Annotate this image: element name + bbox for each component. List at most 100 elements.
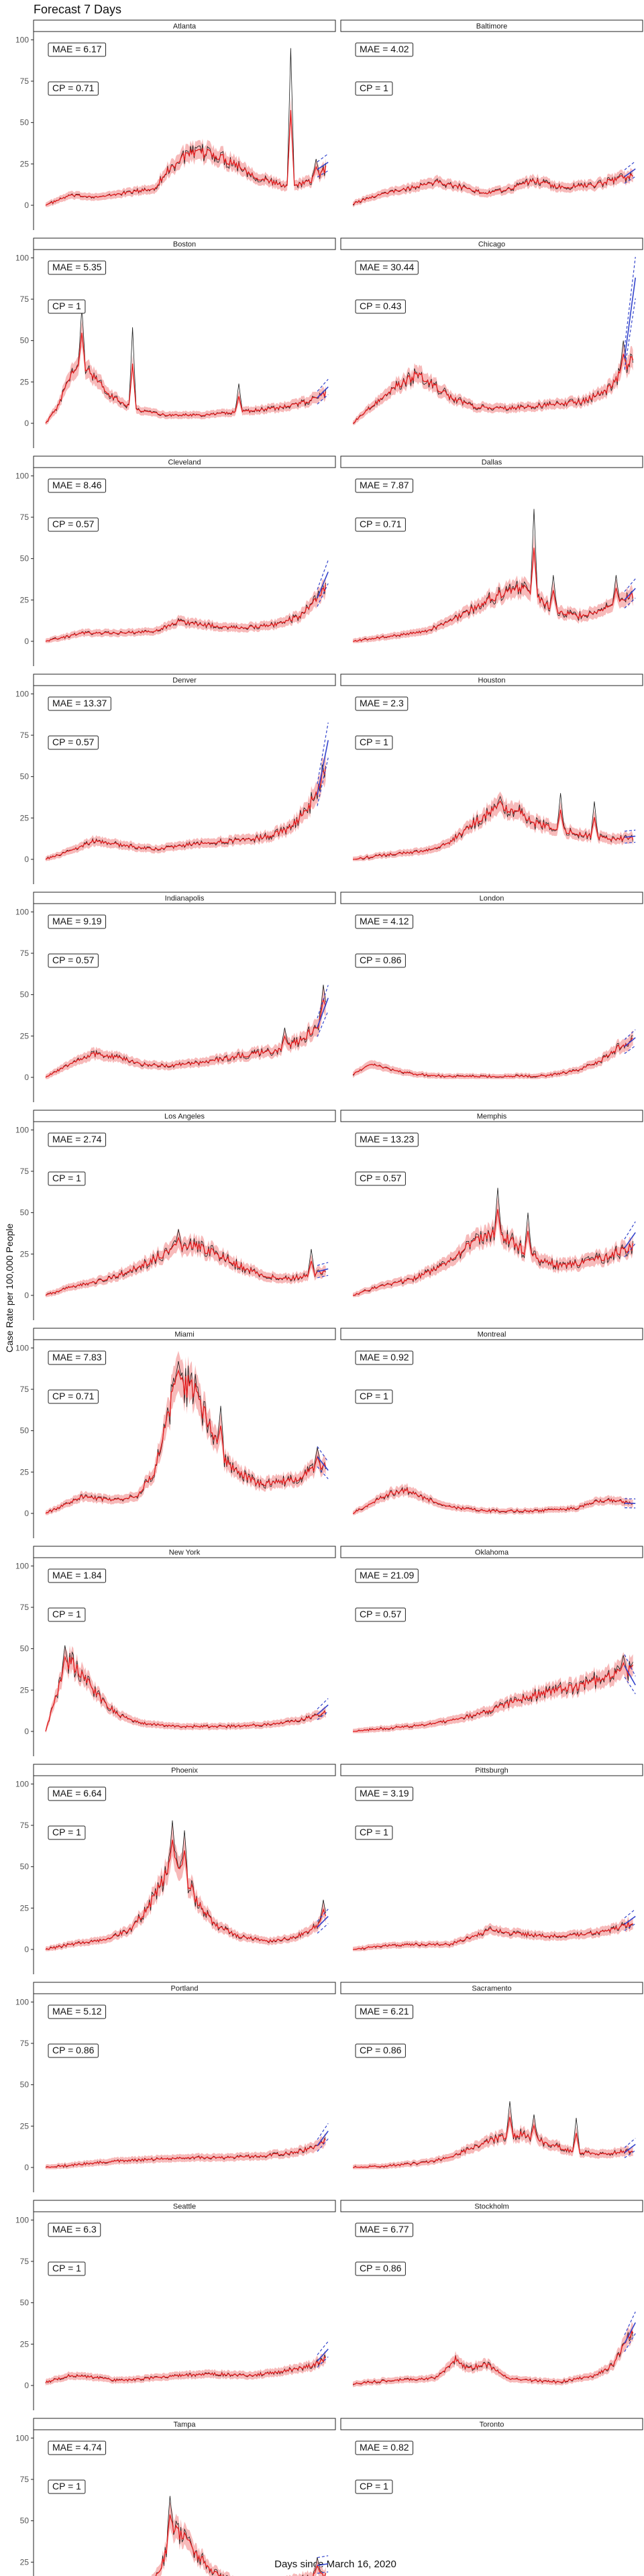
y-tick-label: 50 (20, 1644, 30, 1654)
fitted-series (45, 333, 327, 424)
y-tick-label: 75 (20, 294, 30, 304)
mae-label: MAE = 2.74 (52, 1134, 102, 1144)
panel-denver: Denver 0 25 50 75 100 MAE = 13.37 CP = 0.57 (15, 674, 336, 884)
facet-strip-label: Phoenix (171, 1767, 198, 1775)
cp-label: CP = 0.57 (360, 1173, 402, 1183)
y-tick-label: 50 (20, 118, 30, 127)
fitted-series (353, 2116, 633, 2168)
mae-label: MAE = 6.17 (52, 44, 102, 54)
cp-label: CP = 1 (360, 737, 388, 747)
y-tick-label: 0 (24, 855, 29, 864)
panel-pittsburgh: Pittsburgh MAE = 3.19 CP = 1 (340, 1764, 643, 1951)
cp-label-box (355, 1825, 393, 1840)
forecast-series (624, 2143, 636, 2153)
cp-label-box (355, 517, 406, 532)
forecast-upper (317, 153, 329, 162)
facet-strip (340, 1328, 643, 1340)
facet-strip-label: Tampa (173, 2421, 196, 2429)
mae-label: MAE = 7.87 (360, 480, 409, 490)
facet-strip (33, 455, 336, 468)
y-tick-label: 50 (20, 554, 30, 564)
confidence-band (353, 1483, 633, 1515)
cp-label-box (355, 1171, 406, 1186)
panel-sacramento: Sacramento MAE = 6.21 CP = 0.86 (340, 1982, 643, 2169)
forecast-lower (317, 1711, 329, 1721)
confidence-band (353, 1030, 633, 1079)
y-tick-label: 75 (20, 731, 30, 740)
cp-label: CP = 0.86 (360, 2045, 402, 2055)
forecast-series (624, 1916, 636, 1925)
confidence-band (353, 533, 633, 643)
cp-label: CP = 1 (52, 301, 81, 311)
forecast-series (624, 1232, 636, 1248)
y-tick-label: 50 (20, 336, 30, 345)
confidence-band (46, 1228, 326, 1297)
mae-label-box (48, 2222, 101, 2237)
forecast-series (317, 1456, 329, 1471)
facet-strip-label: Pittsburgh (475, 1767, 508, 1775)
facet-strip (33, 1982, 336, 1994)
mae-label-box (355, 1786, 414, 1801)
y-tick-label: 50 (20, 990, 30, 1000)
cp-label: CP = 0.86 (52, 2045, 95, 2055)
page-title: Forecast 7 Days (34, 3, 122, 16)
forecast-upper (624, 1029, 636, 1040)
panel-montreal: Montreal MAE = 0.92 CP = 1 (340, 1328, 643, 1515)
cp-label: CP = 0.71 (52, 1391, 95, 1401)
y-tick-label: 25 (20, 1685, 30, 1695)
mae-label: MAE = 4.02 (360, 44, 409, 54)
forecast-series (624, 168, 636, 177)
cp-label-box (355, 2479, 393, 2494)
forecast-upper (317, 1262, 329, 1266)
facet-strip (33, 1110, 336, 1122)
y-tick-label: 50 (20, 1208, 30, 1218)
cp-label: CP = 0.43 (360, 301, 402, 311)
fitted-series (352, 1209, 634, 1296)
panel-portland: Portland 0 25 50 75 100 MAE = 5.12 CP = 0.86 (15, 1982, 336, 2192)
y-tick-label: 75 (20, 949, 30, 958)
panel-london: London MAE = 4.12 CP = 0.86 (340, 892, 643, 1079)
forecast-series (317, 386, 329, 398)
mae-label: MAE = 1.84 (52, 1570, 102, 1580)
panel-seattle: Seattle 0 25 50 75 100 MAE = 6.3 CP = 1 (15, 2200, 336, 2410)
cp-label-box (48, 953, 99, 968)
y-tick-label: 100 (15, 2433, 29, 2443)
facet-strip (340, 674, 643, 686)
forecast-series (624, 1037, 636, 1047)
mae-label-box (355, 696, 409, 711)
forecast-lower (624, 1923, 636, 1931)
panel-phoenix: Phoenix 0 25 50 75 100 MAE = 6.64 CP = 1 (15, 1764, 336, 1974)
forecast-lower (624, 2150, 636, 2159)
cp-label: CP = 1 (360, 83, 388, 93)
y-tick-label: 0 (24, 1509, 29, 1518)
y-tick-label: 0 (24, 2163, 29, 2172)
confidence-band (353, 167, 633, 207)
y-tick-label: 75 (20, 513, 30, 522)
cp-label: CP = 0.57 (52, 955, 95, 965)
cp-label-box (48, 2261, 86, 2276)
panel-new-york: New York 0 25 50 75 100 MAE = 1.84 CP = 1 (15, 1546, 336, 1756)
y-tick-label: 25 (20, 1903, 30, 1913)
fitted-series (45, 1839, 327, 1950)
mae-label-box (355, 2004, 414, 2019)
facet-strip (33, 19, 336, 32)
forecast-series (317, 1704, 329, 1715)
fitted-series (45, 110, 327, 206)
fitted-series (352, 354, 634, 424)
cp-label: CP = 1 (360, 2481, 388, 2491)
cp-label-box (355, 735, 393, 750)
cp-label-box (48, 735, 99, 750)
cp-label: CP = 0.57 (52, 519, 95, 529)
panel-miami: Miami 0 25 50 75 100 MAE = 7.83 CP = 0.71 (15, 1328, 336, 1538)
facet-strip-label: Boston (173, 241, 196, 249)
y-tick-label: 25 (20, 1031, 30, 1040)
y-tick-label: 0 (24, 419, 29, 428)
forecast-series (317, 2131, 329, 2146)
facet-strip-label: Stockholm (474, 2203, 508, 2211)
cp-label-box (355, 1607, 406, 1622)
facet-strip-label: Sacramento (472, 1985, 511, 1993)
mae-label: MAE = 7.83 (52, 1352, 102, 1362)
fitted-series (155, 2514, 327, 2576)
y-tick-label: 75 (20, 2257, 30, 2266)
